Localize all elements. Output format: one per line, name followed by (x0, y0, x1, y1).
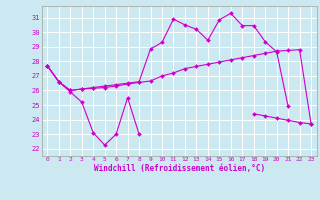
X-axis label: Windchill (Refroidissement éolien,°C): Windchill (Refroidissement éolien,°C) (94, 164, 265, 173)
